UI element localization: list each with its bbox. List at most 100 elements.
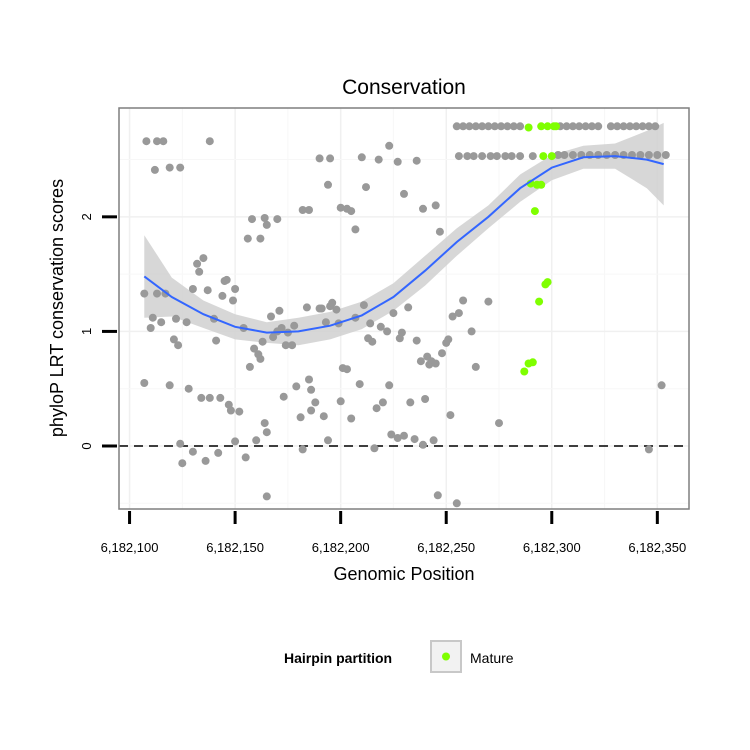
data-point-other: [307, 385, 316, 394]
data-point-other: [495, 419, 503, 428]
data-point-mature: [524, 123, 533, 132]
y-tick-label: 1: [79, 328, 94, 335]
data-point-other: [393, 157, 402, 166]
data-point-other: [478, 152, 487, 161]
data-point-other: [651, 122, 660, 131]
data-point-other: [613, 122, 622, 131]
data-point-other: [463, 152, 472, 161]
data-point-other: [389, 309, 398, 318]
data-point-other: [229, 296, 237, 305]
data-point-other: [366, 319, 375, 328]
data-point-other: [193, 259, 202, 268]
data-point-other: [374, 155, 383, 164]
data-point-other: [351, 225, 360, 234]
data-point-other: [205, 137, 214, 146]
data-point-other: [452, 499, 461, 508]
data-point-other: [165, 381, 174, 390]
data-point-other: [176, 163, 185, 172]
data-point-other: [619, 122, 628, 131]
data-point-other: [305, 375, 313, 384]
x-tick-label: 6,182,100: [101, 540, 159, 555]
data-point-other: [267, 312, 275, 321]
x-axis: 6,182,100 6,182,150 6,182,200 6,182,250 6,18…: [101, 511, 686, 555]
data-point-other: [611, 151, 620, 159]
data-point-other: [644, 122, 653, 131]
data-point-other: [169, 335, 178, 344]
data-point-other: [484, 297, 493, 306]
data-point-other: [636, 151, 645, 159]
data-point-other: [231, 285, 240, 293]
data-point-other: [296, 413, 305, 422]
data-point-other: [431, 359, 440, 368]
data-point-other: [507, 152, 516, 161]
data-point-other: [393, 434, 402, 442]
data-point-other: [178, 459, 187, 468]
data-point-other: [410, 435, 419, 444]
data-point-other: [182, 318, 191, 327]
x-tick-label: 6,182,250: [417, 540, 475, 555]
data-point-other: [256, 234, 265, 243]
data-point-other: [385, 141, 394, 150]
data-point-other: [148, 313, 157, 322]
smooth-line: [143, 155, 664, 334]
data-point-other: [562, 122, 571, 131]
data-point-other: [277, 324, 286, 332]
data-point-other: [412, 156, 421, 165]
data-point-mature: [537, 122, 546, 131]
data-point-other: [319, 412, 328, 421]
data-point-other: [397, 328, 406, 337]
data-point-other: [336, 397, 345, 406]
data-point-other: [243, 234, 252, 243]
data-point-other: [661, 151, 670, 159]
points-other: [140, 122, 670, 508]
data-point-other: [653, 151, 662, 159]
data-point-other: [157, 318, 166, 327]
data-point-other: [431, 201, 440, 210]
data-point-mature: [530, 207, 539, 216]
data-point-other: [146, 324, 155, 332]
data-point-mature: [552, 122, 560, 131]
data-point-other: [324, 436, 332, 445]
data-point-other: [226, 406, 235, 415]
data-point-other: [497, 122, 506, 131]
data-point-other: [222, 275, 231, 284]
data-point-other: [140, 289, 149, 298]
data-point-other: [490, 122, 499, 131]
data-point-other: [245, 362, 254, 371]
data-point-other: [188, 285, 197, 293]
data-point-other: [387, 430, 396, 439]
data-point-other: [372, 404, 381, 413]
data-point-other: [347, 414, 356, 423]
data-point-other: [644, 151, 653, 159]
y-tick-label: 2: [79, 213, 94, 220]
data-point-other: [368, 337, 377, 346]
data-point-mature: [537, 180, 546, 189]
data-point-other: [587, 122, 596, 131]
x-tick-label: 6,182,150: [206, 540, 264, 555]
data-point-other: [288, 341, 297, 350]
data-point-other: [153, 137, 161, 146]
data-point-other: [459, 122, 468, 131]
data-point-other: [260, 214, 269, 222]
data-point-mature: [535, 297, 544, 306]
data-point-other: [438, 349, 446, 358]
data-point-other: [594, 122, 603, 131]
data-point-other: [321, 318, 330, 327]
data-point-other: [503, 122, 512, 131]
data-point-other: [231, 437, 240, 446]
legend: Hairpin partition Mature: [284, 640, 514, 673]
data-point-other: [638, 122, 647, 131]
data-point-other: [150, 165, 159, 174]
data-point-other: [218, 291, 227, 300]
data-point-other: [471, 122, 480, 131]
data-point-other: [258, 337, 267, 346]
data-point-other: [201, 456, 210, 465]
data-point-other: [212, 336, 221, 345]
data-point-other: [262, 428, 271, 437]
data-point-other: [298, 445, 307, 454]
data-point-other: [355, 380, 364, 389]
data-point-other: [197, 393, 206, 402]
data-point-other: [199, 254, 208, 263]
